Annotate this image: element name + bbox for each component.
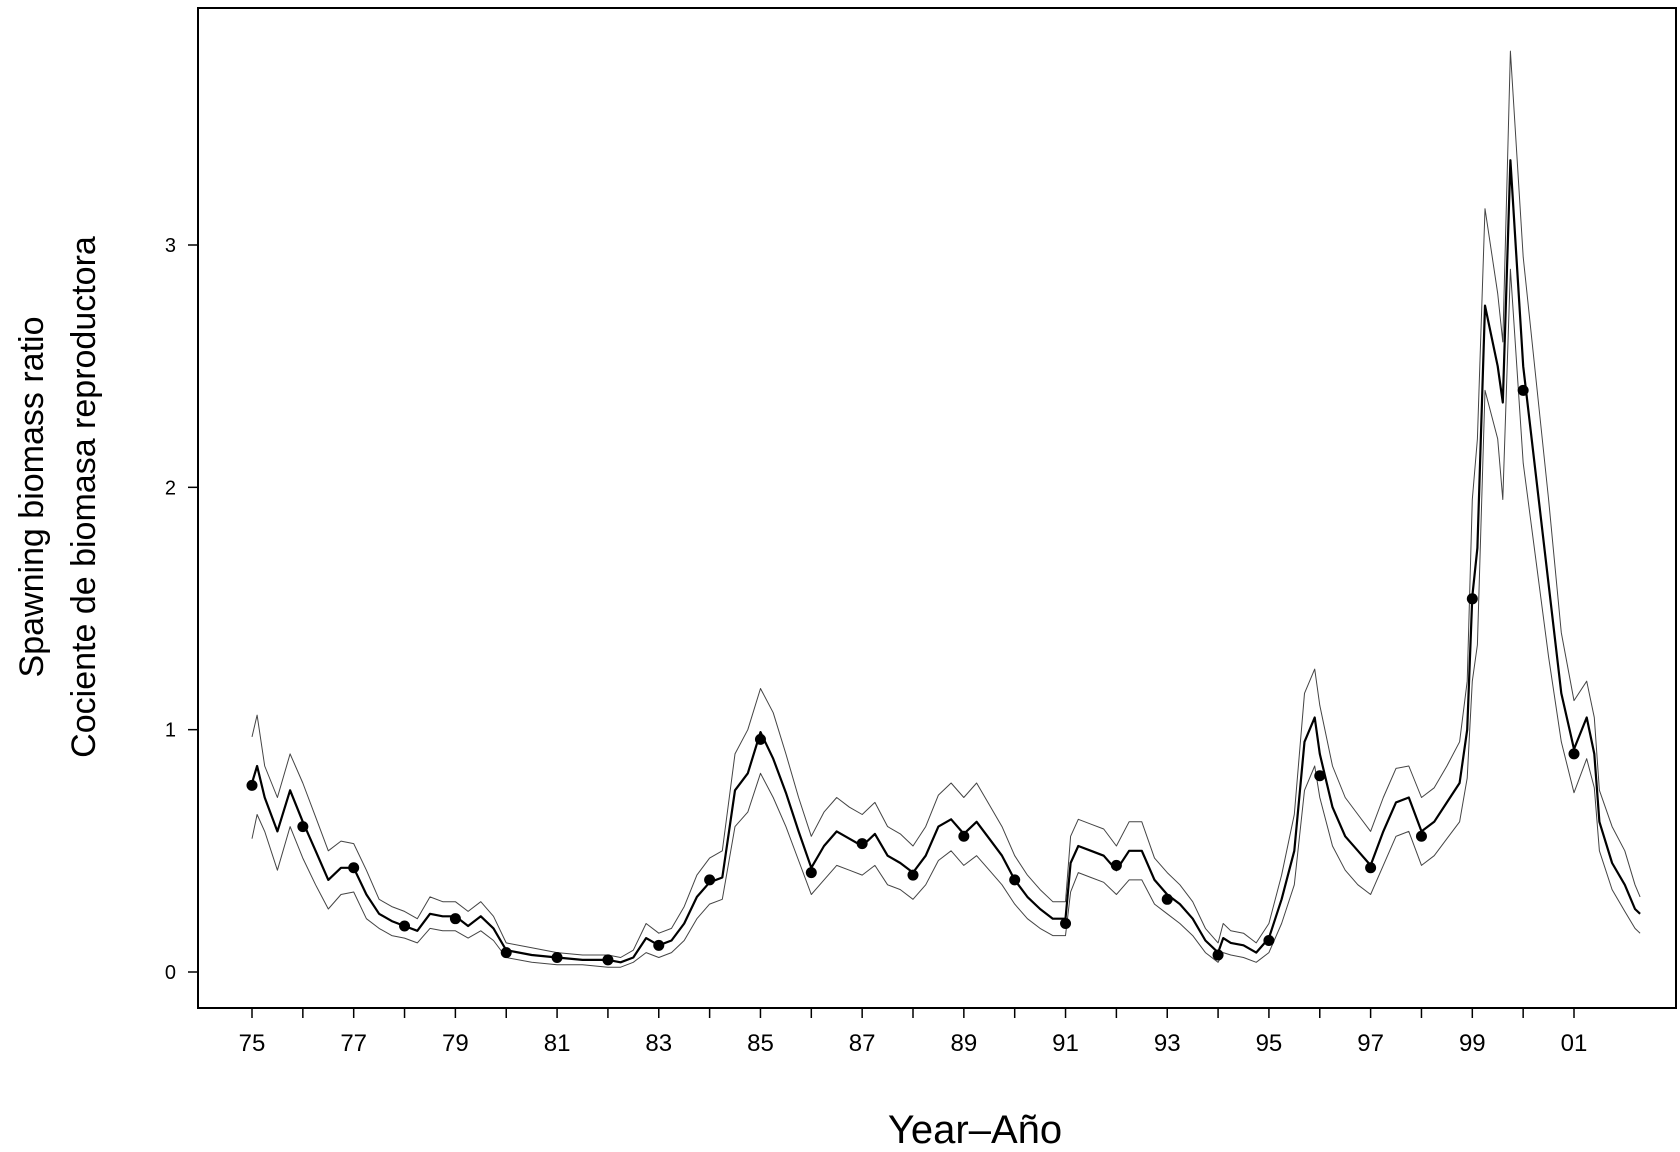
annual-point [856, 838, 868, 850]
annual-point [1517, 384, 1529, 396]
x-tick-label: 89 [950, 1030, 977, 1057]
series-group [250, 50, 1641, 968]
annual-point [399, 920, 411, 932]
annual-point [805, 867, 817, 879]
annual-point [449, 913, 461, 925]
annual-point [754, 733, 766, 745]
plot-frame [197, 7, 1677, 1009]
annual-point [1568, 748, 1580, 760]
y-tick-label: 1 [165, 720, 176, 742]
annual-point [1415, 830, 1427, 842]
annual-point [1263, 934, 1275, 946]
annual-point [348, 862, 360, 874]
annual-point [602, 954, 614, 966]
x-tick-label: 87 [849, 1030, 876, 1057]
y-tick-label: 2 [165, 477, 176, 499]
annual-point [958, 830, 970, 842]
x-tick-label: 77 [340, 1030, 367, 1057]
x-axis-ticks [251, 1008, 1575, 1018]
x-tick-label: 81 [544, 1030, 571, 1057]
x-tick-label: 97 [1357, 1030, 1384, 1057]
annual-point [297, 821, 309, 833]
x-tick-label: 83 [645, 1030, 672, 1057]
annual-point [704, 874, 716, 886]
x-tick-label: 85 [747, 1030, 774, 1057]
x-tick-label: 01 [1561, 1030, 1588, 1057]
annual-point [1466, 593, 1478, 605]
annual-point [1060, 918, 1072, 930]
annual-point [1110, 859, 1122, 871]
x-tick-label: 79 [442, 1030, 469, 1057]
lower-confidence-line [251, 268, 1641, 968]
x-tick-label: 75 [239, 1030, 266, 1057]
y-tick-label: 0 [165, 962, 176, 984]
x-axis-title: Year–Año [888, 1108, 1062, 1152]
x-tick-label: 99 [1459, 1030, 1486, 1057]
annual-point [1365, 862, 1377, 874]
x-axis-tick-labels: 75 77 79 81 83 85 87 89 91 93 95 97 99 01 [239, 1030, 1588, 1057]
y-axis-title-line-2: Cociente de biomasa reproductora [65, 236, 103, 758]
upper-confidence-line [251, 50, 1641, 958]
x-tick-label: 95 [1256, 1030, 1283, 1057]
annual-point [1212, 949, 1224, 961]
annual-point [551, 951, 563, 963]
x-tick-label: 93 [1154, 1030, 1181, 1057]
annual-point [500, 947, 512, 959]
annual-point [1161, 893, 1173, 905]
y-tick-label: 3 [165, 235, 176, 257]
x-tick-label: 91 [1052, 1030, 1079, 1057]
annual-point [1009, 874, 1021, 886]
annual-points-group [246, 384, 1580, 966]
annual-point [246, 779, 258, 791]
y-axis-tick-labels: 0 1 2 3 [165, 235, 176, 984]
annual-point [907, 869, 919, 881]
annual-point [653, 939, 665, 951]
estimate-line [250, 159, 1641, 964]
annual-point [1314, 770, 1326, 782]
y-axis-title-line-1: Spawning biomass ratio [13, 317, 51, 678]
y-axis-ticks [188, 244, 198, 973]
